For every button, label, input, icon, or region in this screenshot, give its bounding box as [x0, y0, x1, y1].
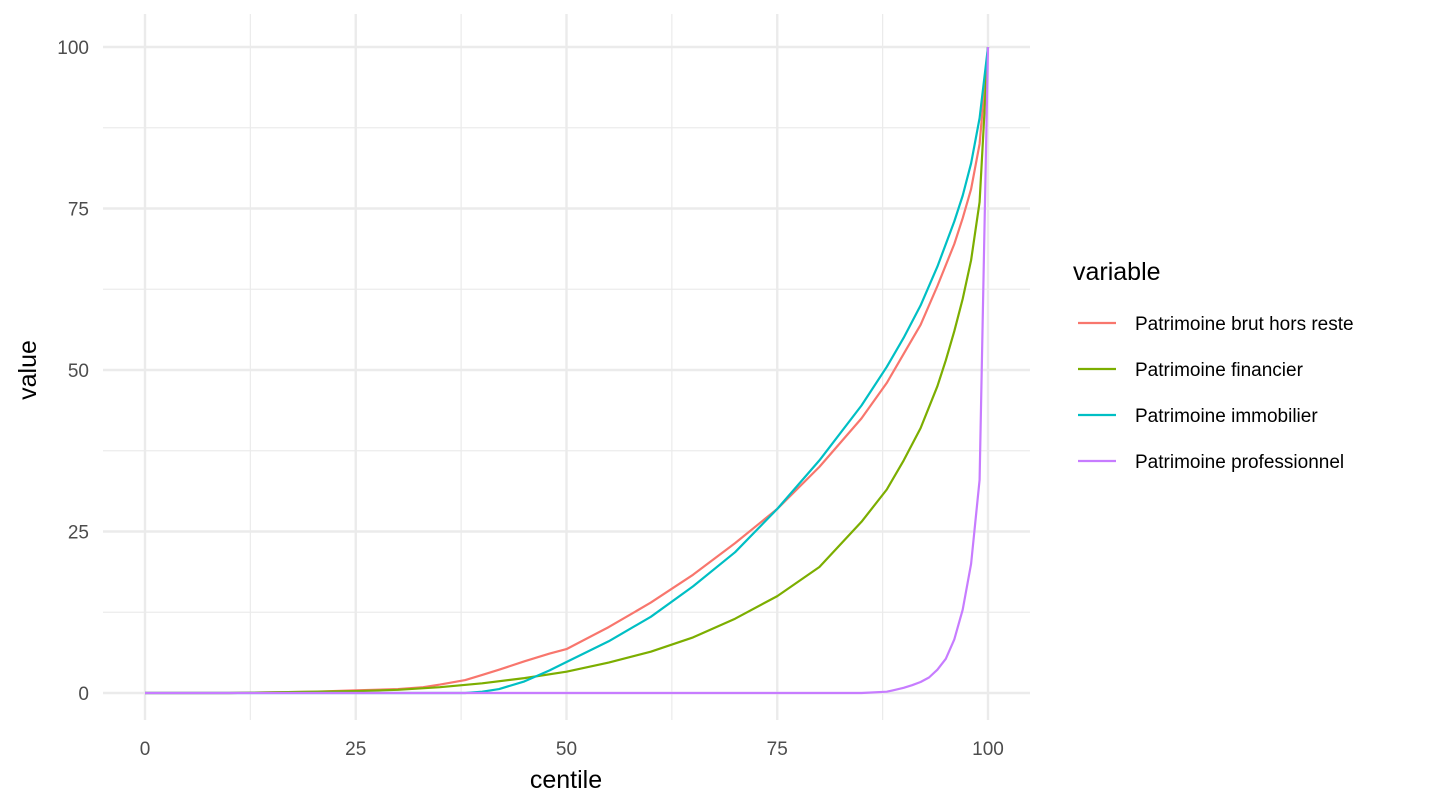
- y-tick-label: 50: [68, 361, 89, 382]
- legend-label: Patrimoine professionnel: [1135, 452, 1344, 473]
- y-tick-label: 25: [68, 523, 89, 544]
- legend-title: variable: [1073, 258, 1161, 286]
- legend-item: Patrimoine immobilier: [1078, 406, 1318, 427]
- legend-label: Patrimoine brut hors reste: [1135, 314, 1354, 335]
- x-axis-title: centile: [530, 766, 602, 794]
- series-line-2: [145, 46, 990, 695]
- series-line-3: [145, 46, 990, 695]
- legend-item: Patrimoine brut hors reste: [1078, 314, 1354, 335]
- legend-label: Patrimoine immobilier: [1135, 406, 1318, 427]
- x-tick-label: 25: [345, 739, 366, 760]
- y-tick-label: 100: [57, 38, 89, 59]
- x-tick-label: 0: [140, 739, 151, 760]
- legend-items: Patrimoine brut hors reste Patrimoine fin…: [1078, 314, 1354, 473]
- y-tick-label: 0: [78, 684, 89, 705]
- y-tick-label: 75: [68, 200, 89, 221]
- legend-item: Patrimoine professionnel: [1078, 452, 1344, 473]
- x-tick-label: 100: [972, 739, 1004, 760]
- y-axis-title: value: [14, 340, 42, 400]
- legend: variable Patrimoine brut hors restePatri…: [1073, 258, 1354, 473]
- series-line-4: [145, 46, 990, 695]
- series-lines: [145, 46, 990, 695]
- grid-major: [103, 14, 1030, 720]
- legend-label: Patrimoine financier: [1135, 360, 1304, 381]
- x-tick-label: 75: [767, 739, 788, 760]
- y-axis-ticks: 0 25 50 75 100: [57, 38, 89, 705]
- x-axis-ticks: 0 25 50 75 100: [140, 739, 1004, 760]
- legend-item: Patrimoine financier: [1078, 360, 1304, 381]
- x-tick-label: 50: [556, 739, 577, 760]
